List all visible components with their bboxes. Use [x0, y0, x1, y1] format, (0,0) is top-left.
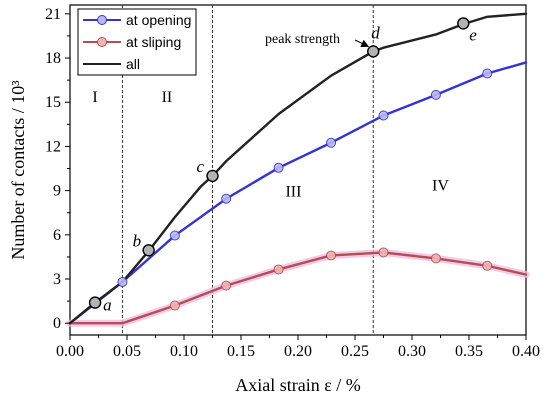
- y-tick-label: 18: [45, 50, 61, 67]
- legend-marker-sliping: [97, 37, 107, 47]
- key-point-label-d: d: [371, 23, 380, 42]
- series-layer: [66, 12, 530, 327]
- x-tick-label: 0.00: [56, 343, 84, 360]
- series-0-marker: [482, 68, 493, 79]
- x-axis-title: Axial strain ε / %: [235, 375, 361, 395]
- ticks-layer: 0.00 0.05 0.10 0.15 0.20 0.25 0.30 0.35 0.40 0 3 6 9…: [45, 6, 540, 360]
- legend-label-opening: at opening: [126, 12, 191, 28]
- y-tick-label: 3: [53, 271, 61, 288]
- peak-strength-label: peak strength: [265, 32, 340, 47]
- region-label-II: II: [162, 89, 173, 106]
- y-tick-label: 21: [45, 6, 61, 23]
- markers-layer: [117, 68, 493, 311]
- x-tick-label: 0.40: [512, 343, 540, 360]
- y-tick-label: 0: [53, 315, 61, 332]
- series-0-marker: [378, 110, 389, 121]
- x-tick-label: 0.15: [227, 343, 255, 360]
- region-label-III: III: [285, 184, 301, 201]
- series-1-marker: [378, 247, 389, 258]
- key-point-label-b: b: [133, 231, 142, 250]
- series-1-marker: [430, 253, 441, 264]
- legend: at opening at sliping all: [77, 8, 197, 76]
- y-tick-label: 6: [53, 227, 61, 244]
- y-tick-label: 9: [53, 183, 61, 200]
- series-line-2: [68, 12, 528, 325]
- legend-label-sliping: at sliping: [126, 34, 181, 50]
- series-1-marker: [482, 260, 493, 271]
- region-label-I: I: [92, 89, 97, 106]
- x-tick-label: 0.25: [341, 343, 369, 360]
- key-point-e: [457, 17, 470, 30]
- series-line-1: [68, 251, 528, 325]
- x-tick-label: 0.30: [398, 343, 426, 360]
- key-point-label-e: e: [469, 25, 477, 44]
- x-tick-label: 0.20: [284, 343, 312, 360]
- key-point-c: [206, 169, 219, 183]
- x-tick-label: 0.05: [113, 343, 141, 360]
- key-point-a: [88, 296, 102, 309]
- series-1-marker: [273, 264, 284, 275]
- series-0-marker: [117, 276, 128, 287]
- key-point-d: [367, 45, 380, 58]
- series-0-marker: [273, 162, 284, 173]
- series-0-marker: [430, 89, 441, 100]
- legend-label-all: all: [126, 56, 140, 72]
- series-1-marker: [169, 300, 180, 311]
- series-0-marker: [169, 230, 180, 241]
- region-label-IV: IV: [432, 178, 449, 195]
- peak-strength-arrow: [354, 39, 370, 47]
- y-axis-title: Number of contacts / 10³: [8, 80, 28, 260]
- keypoints-layer: a b c d e: [88, 17, 477, 315]
- key-point-label-c: c: [197, 157, 205, 176]
- y-tick-label: 12: [45, 138, 61, 155]
- key-point-label-a: a: [103, 296, 112, 315]
- x-tick-label: 0.10: [170, 343, 198, 360]
- series-0-marker: [326, 137, 337, 148]
- series-1-marker: [221, 280, 232, 291]
- y-tick-label: 15: [45, 94, 61, 111]
- peak-annotation: peak strength: [265, 32, 370, 47]
- series-line-0: [68, 61, 528, 325]
- series-1-marker: [326, 250, 337, 261]
- key-point-b: [142, 244, 155, 257]
- legend-marker-opening: [97, 15, 107, 25]
- x-tick-label: 0.35: [455, 343, 483, 360]
- series-0-marker: [221, 193, 232, 204]
